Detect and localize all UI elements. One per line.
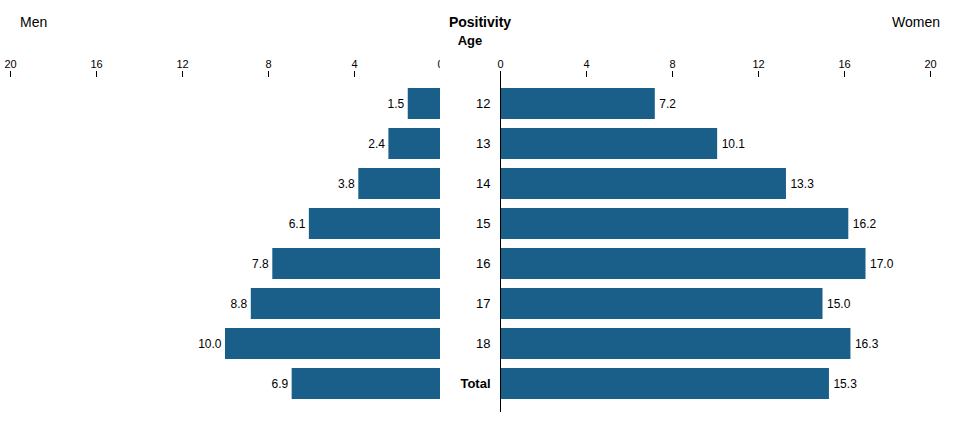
svg-text:16: 16 — [838, 58, 850, 70]
html-text:Positivity: Positivity — [448, 14, 512, 30]
svg-text:17: 17 — [476, 296, 490, 311]
svg-text:13.3: 13.3 — [790, 177, 814, 191]
svg-text:1.5: 1.5 — [388, 97, 405, 111]
svg-text:12: 12 — [476, 96, 490, 111]
svg-text:0: 0 — [497, 58, 503, 70]
svg-text:Total: Total — [460, 376, 490, 391]
svg-text:12: 12 — [752, 58, 764, 70]
html-text:Men: Men — [20, 14, 48, 30]
svg-text:13: 13 — [476, 136, 490, 151]
svg-text:2.4: 2.4 — [368, 137, 385, 151]
svg-text:20: 20 — [4, 58, 16, 70]
svg-text:20: 20 — [924, 58, 936, 70]
svg-text:16: 16 — [90, 58, 102, 70]
svg-text:10.1: 10.1 — [722, 137, 746, 151]
svg-text:12: 12 — [176, 58, 188, 70]
html-text:Age: Age — [457, 33, 483, 48]
svg-text:16.3: 16.3 — [855, 337, 879, 351]
svg-text:6.1: 6.1 — [289, 217, 306, 231]
svg-text:6.9: 6.9 — [271, 377, 288, 391]
svg-text:15.3: 15.3 — [833, 377, 857, 391]
svg-text:17.0: 17.0 — [870, 257, 894, 271]
svg-text:8: 8 — [669, 58, 675, 70]
svg-text:7.8: 7.8 — [252, 257, 269, 271]
html-text:Women: Women — [892, 14, 940, 30]
svg-text:14: 14 — [476, 176, 490, 191]
svg-text:3.8: 3.8 — [338, 177, 355, 191]
svg-text:10.0: 10.0 — [198, 337, 222, 351]
svg-text:16: 16 — [476, 256, 490, 271]
svg-text:8.8: 8.8 — [231, 297, 248, 311]
svg-text:7.2: 7.2 — [659, 97, 676, 111]
svg-text:15.0: 15.0 — [827, 297, 851, 311]
svg-text:16.2: 16.2 — [853, 217, 877, 231]
svg-text:4: 4 — [351, 58, 357, 70]
svg-text:15: 15 — [476, 216, 490, 231]
svg-text:8: 8 — [265, 58, 271, 70]
svg-text:4: 4 — [583, 58, 589, 70]
svg-text:18: 18 — [476, 336, 490, 351]
